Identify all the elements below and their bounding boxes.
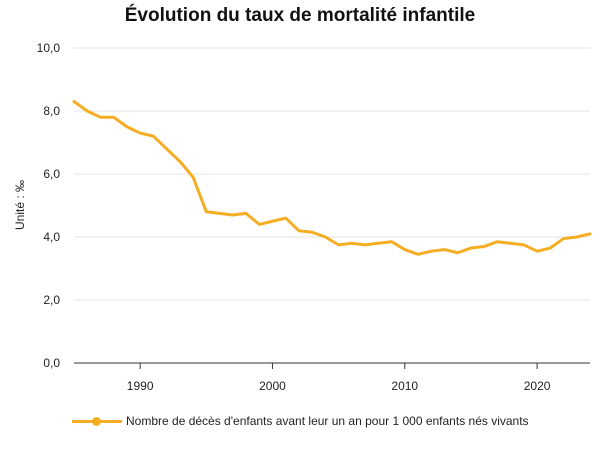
axes: 0,0 2,0 4,0 6,0 8,0 10,0 1990 2000 2010 2020: [37, 41, 590, 393]
y-tick-label: 0,0: [43, 356, 60, 370]
legend-line-marker-icon: [72, 412, 122, 430]
x-tick-label: 2000: [259, 379, 286, 393]
y-axis-label: Unité : ‰: [13, 180, 27, 230]
gridlines: [74, 47, 590, 301]
legend: Nombre de décès d'enfants avant leur un …: [72, 412, 529, 430]
series-line: [72, 100, 592, 256]
y-tick-label: 2,0: [43, 293, 60, 307]
y-tick-label: 8,0: [43, 104, 60, 118]
series-layer: [72, 100, 592, 256]
y-tick-label: 10,0: [37, 41, 61, 55]
x-tick-label: 1990: [127, 379, 154, 393]
legend-label: Nombre de décès d'enfants avant leur un …: [126, 414, 529, 428]
y-tick-label: 4,0: [43, 230, 60, 244]
chart-title: Évolution du taux de mortalité infantile: [124, 5, 476, 26]
x-tick-label: 2010: [391, 379, 418, 393]
x-tick-label: 2020: [524, 379, 551, 393]
y-tick-label: 6,0: [43, 167, 60, 181]
